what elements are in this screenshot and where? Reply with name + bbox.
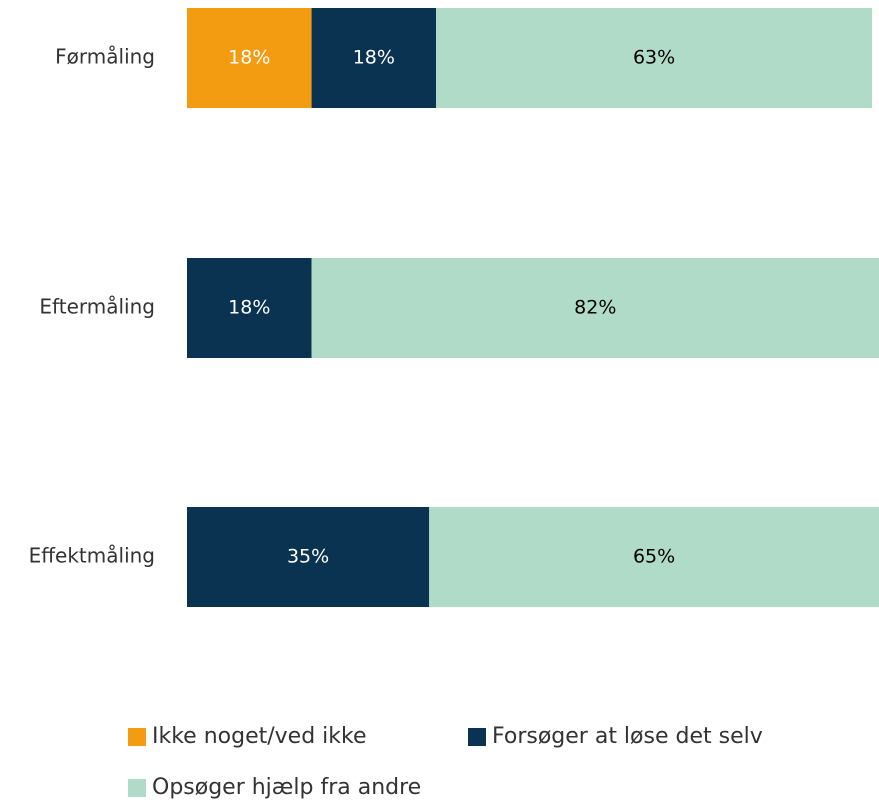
bar-segment (187, 507, 430, 607)
value-label: 18% (228, 297, 270, 319)
value-label: 18% (228, 47, 270, 69)
bar-segment (311, 258, 879, 358)
bar-segment (429, 507, 879, 607)
bar-segment (311, 8, 437, 108)
value-label: 63% (633, 47, 675, 69)
value-label: 82% (574, 297, 616, 319)
legend-label: Forsøger at løse det selv (492, 724, 763, 749)
legend-label: Ikke noget/ved ikke (152, 724, 367, 749)
legend-label: Opsøger hjælp fra andre (152, 775, 421, 800)
legend-swatch (128, 779, 146, 797)
bar-segment (187, 8, 312, 108)
value-label: 18% (353, 47, 395, 69)
category-label: Effektmåling (29, 544, 155, 568)
value-label: 65% (633, 546, 675, 568)
category-label: Førmåling (55, 45, 155, 69)
bar-segment (187, 258, 312, 358)
legend-swatch (468, 728, 486, 746)
bar-segment (436, 8, 873, 108)
value-label: 35% (287, 546, 329, 568)
legend-swatch (128, 728, 146, 746)
category-label: Eftermåling (39, 295, 155, 319)
